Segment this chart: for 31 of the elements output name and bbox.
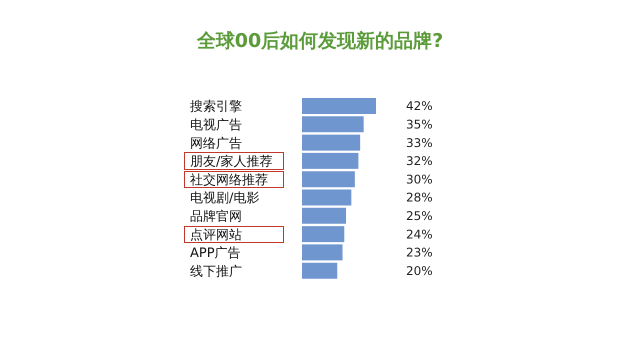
y-tick-label: APP广告 [190,246,241,262]
y-tick-label: 朋友/家人推荐 [190,154,272,170]
bar [302,244,343,260]
bar [302,190,352,206]
data-label: 28% [406,190,433,205]
y-tick-label: 点评网站 [190,228,242,243]
chart-title: 全球00后如何发现新的品牌? [196,29,444,54]
y-tick-label: 网络广告 [190,136,242,152]
bar [302,208,346,224]
bar [302,152,358,169]
y-tick-label: 电视广告 [190,118,242,133]
y-tick-label: 搜索引擎 [190,100,242,115]
data-label: 20% [406,264,433,278]
y-tick-label: 品牌官网 [190,208,242,224]
y-tick-label: 线下推广 [190,264,242,280]
bar [302,98,376,114]
data-label: 25% [406,209,433,223]
data-label: 35% [406,118,433,132]
bar [302,134,360,151]
data-label: 32% [406,154,433,168]
bar [302,171,355,188]
data-label: 30% [406,172,433,186]
data-label: 23% [406,246,433,260]
data-label: 42% [406,99,433,114]
y-tick-label: 电视剧/电影 [190,191,260,206]
bar [302,116,364,132]
bar [302,226,344,242]
data-label: 33% [406,136,433,150]
bar [302,262,338,279]
y-tick-label: 社交网络推荐 [190,172,268,188]
data-label: 24% [406,227,433,242]
